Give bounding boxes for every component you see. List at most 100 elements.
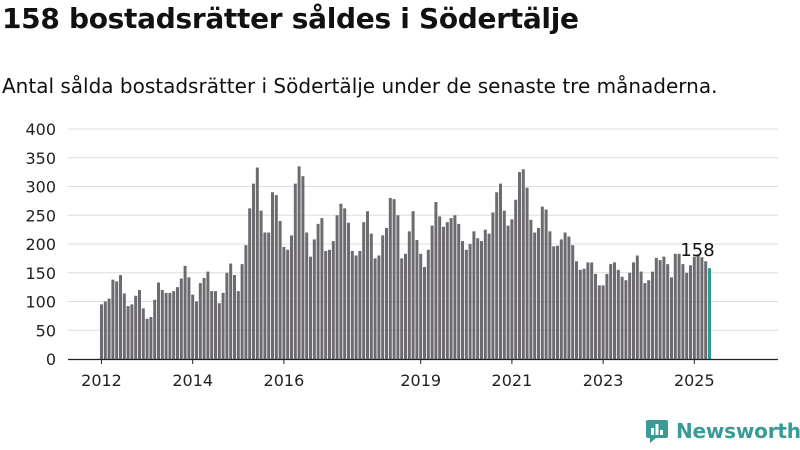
bar xyxy=(122,293,126,359)
bar xyxy=(487,233,491,359)
bar xyxy=(221,292,225,359)
bar xyxy=(145,318,149,359)
bar xyxy=(464,249,468,359)
bar xyxy=(548,231,552,359)
bar xyxy=(556,245,559,359)
bar xyxy=(537,227,540,359)
chart-title: 158 bostadsrätter såldes i Södertälje xyxy=(2,2,579,35)
bar xyxy=(316,223,320,359)
bar xyxy=(271,192,274,359)
bar xyxy=(153,299,157,359)
bar xyxy=(620,276,624,359)
bar xyxy=(704,261,708,359)
bar xyxy=(453,215,457,359)
bar xyxy=(347,222,350,359)
bar xyxy=(586,262,590,359)
bar xyxy=(138,290,141,359)
bar xyxy=(297,166,301,359)
bar xyxy=(525,187,529,359)
bar xyxy=(392,199,396,359)
bar xyxy=(635,255,639,359)
bar xyxy=(468,244,472,359)
bar xyxy=(339,203,343,359)
x-tick-label: 2021 xyxy=(492,371,533,390)
bar xyxy=(442,226,445,359)
bar xyxy=(491,212,495,359)
bar xyxy=(578,269,582,359)
bar xyxy=(510,219,514,359)
bar xyxy=(362,222,366,359)
bar xyxy=(461,241,464,359)
bar xyxy=(609,264,613,359)
bar xyxy=(282,246,286,359)
y-tick-label: 350 xyxy=(25,149,56,168)
bar xyxy=(176,287,179,359)
bar xyxy=(521,169,525,359)
bar xyxy=(252,183,255,359)
bar xyxy=(350,250,354,359)
bar xyxy=(696,254,700,359)
bar xyxy=(616,269,620,359)
bar xyxy=(100,304,103,359)
bar xyxy=(533,232,537,359)
bar xyxy=(632,262,635,359)
bar xyxy=(597,285,601,359)
chart-subtitle: Antal sålda bostadsrätter i Södertälje u… xyxy=(2,74,718,98)
bar xyxy=(502,210,506,359)
bar xyxy=(214,291,217,359)
bar xyxy=(354,255,358,359)
bar xyxy=(119,275,122,359)
x-tick-label: 2014 xyxy=(172,371,213,390)
bar xyxy=(331,241,335,359)
bar xyxy=(681,264,685,359)
x-tick-label: 2012 xyxy=(81,371,122,390)
bar xyxy=(111,279,115,359)
bar xyxy=(369,233,373,359)
bar xyxy=(358,250,362,359)
bar xyxy=(670,277,673,359)
bar xyxy=(141,308,145,359)
newsworthy-logo-icon xyxy=(646,420,668,443)
bar xyxy=(301,176,305,359)
bar xyxy=(677,253,681,359)
bar xyxy=(373,258,377,359)
bar xyxy=(160,290,164,359)
bar xyxy=(643,283,647,359)
bar xyxy=(179,278,183,359)
bar xyxy=(244,245,248,359)
bar xyxy=(685,272,689,359)
bar xyxy=(419,253,423,359)
bar xyxy=(654,257,658,359)
bar xyxy=(639,271,643,359)
bar xyxy=(293,183,297,359)
bar xyxy=(445,222,449,359)
bar xyxy=(514,199,518,359)
bar xyxy=(559,239,563,359)
bar xyxy=(651,271,654,359)
bar xyxy=(423,267,426,359)
bar xyxy=(385,227,388,359)
bar xyxy=(187,277,191,359)
bar xyxy=(673,253,677,359)
bar xyxy=(506,225,510,359)
bar xyxy=(259,210,263,359)
bar xyxy=(434,202,438,359)
bar xyxy=(164,292,168,359)
bar xyxy=(594,273,597,359)
bar xyxy=(248,208,252,359)
bar xyxy=(335,215,339,359)
bar xyxy=(658,260,662,359)
bar xyxy=(666,264,670,359)
bar xyxy=(126,306,130,359)
y-tick-label: 150 xyxy=(25,264,56,283)
bar xyxy=(202,277,206,359)
bar xyxy=(107,298,111,359)
bar xyxy=(240,264,244,359)
bar xyxy=(605,273,609,359)
bar xyxy=(134,295,138,359)
y-tick-label: 0 xyxy=(46,350,56,369)
bar xyxy=(495,192,499,359)
bar xyxy=(472,231,476,359)
bar xyxy=(415,239,419,359)
bar xyxy=(343,208,347,359)
